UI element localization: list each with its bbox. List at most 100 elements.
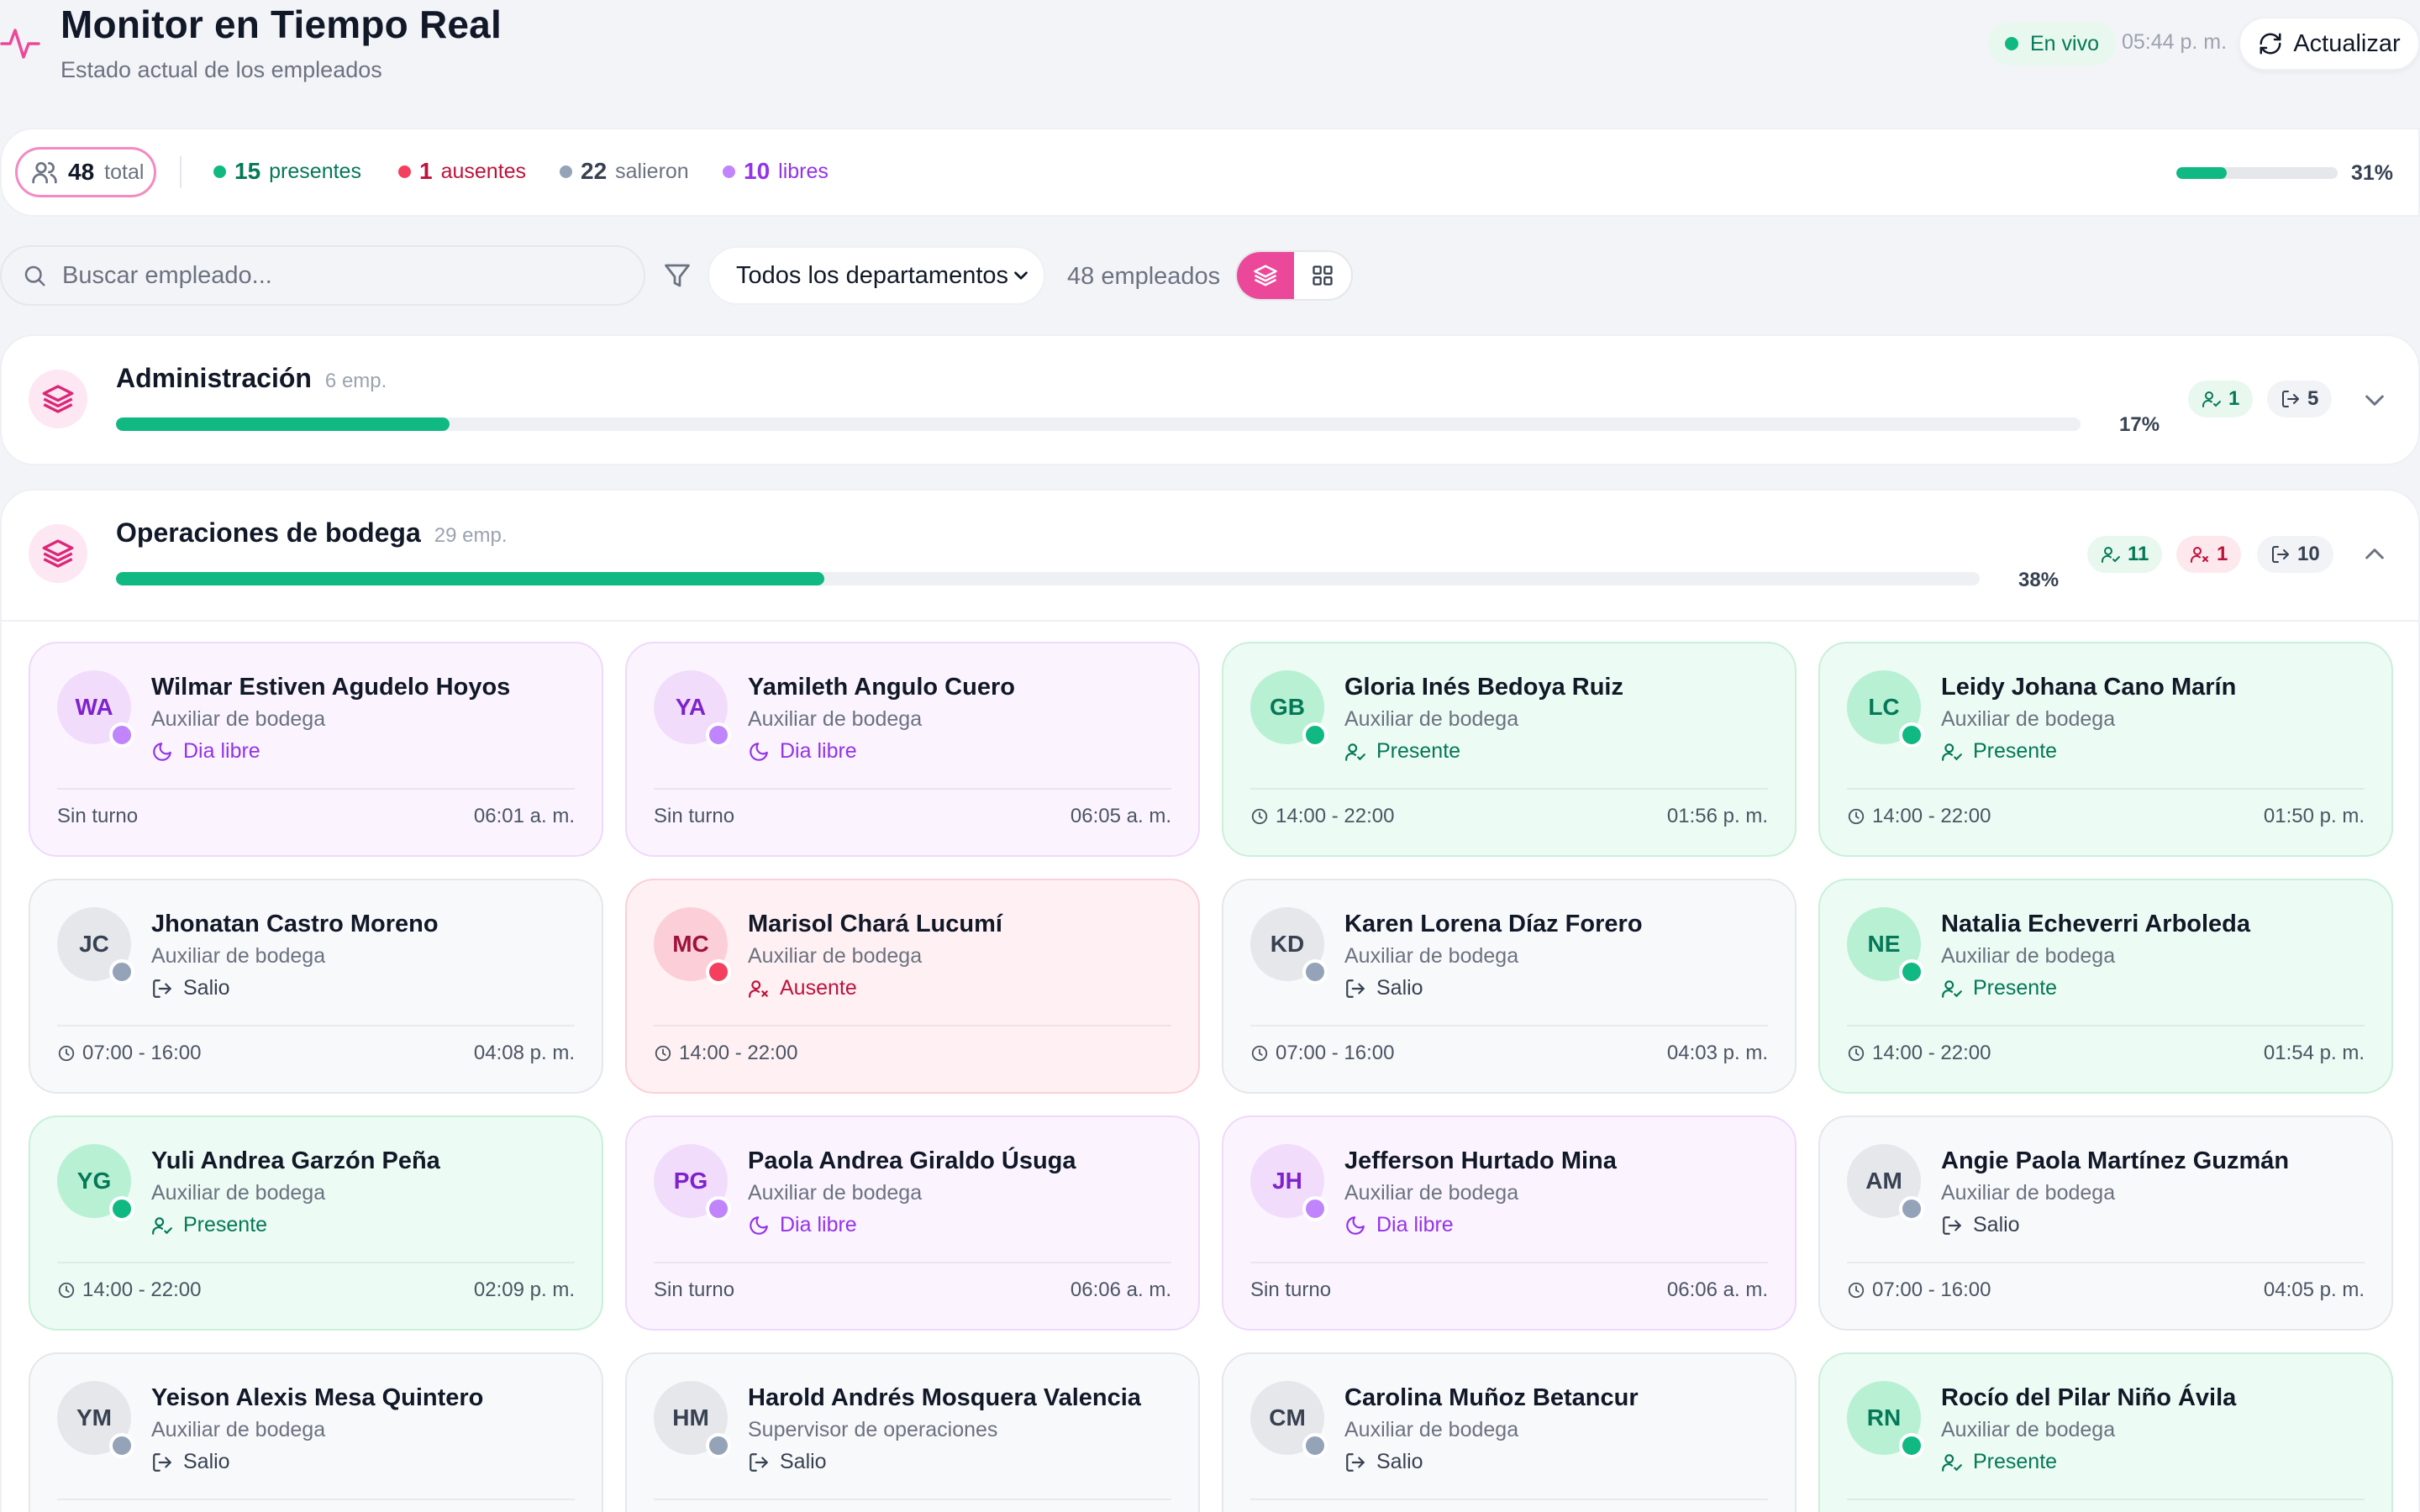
free-count: 10 [744,158,771,184]
stats-bar [0,128,2420,217]
clock-icon [1848,1045,1865,1062]
card-divider [1250,1262,1768,1263]
employee-card[interactable]: YA Yamileth Angulo Cuero Auxiliar de bodeg… [625,642,1200,857]
employee-shift-label: 14:00 - 22:00 [82,1278,202,1301]
present-label: presentes [269,159,361,183]
search-box[interactable] [0,245,645,306]
status-dot-icon [706,722,731,748]
left-label: salieron [615,159,689,183]
employee-shift: 07:00 - 16:00 [57,1042,201,1065]
department-progress-fill [116,572,824,585]
clock-icon [58,1282,75,1299]
avatar: JH [1250,1144,1324,1218]
left-stat[interactable]: 22 salieron [560,158,689,185]
view-toggle [1235,250,1353,301]
employee-name: Karen Lorena Díaz Forero [1344,911,1643,937]
employee-name: Angie Paola Martínez Guzmán [1941,1147,2290,1174]
avatar: MC [654,907,728,981]
employee-status-label: Dia libre [183,739,260,763]
employee-status-label: Dia libre [780,739,857,763]
employee-card[interactable]: NE Natalia Echeverri Arboleda Auxiliar de … [1818,879,2393,1094]
employee-role: Auxiliar de bodega [1344,1418,1519,1441]
employee-role: Auxiliar de bodega [1941,1418,2116,1441]
employee-role: Auxiliar de bodega [748,944,923,968]
employee-role: Supervisor de operaciones [748,1418,998,1441]
filter-icon[interactable] [662,260,692,291]
employee-card[interactable]: LC Leidy Johana Cano Marín Auxiliar de bod… [1818,642,2393,857]
user-check-icon [1942,1453,1962,1472]
card-divider [57,1025,575,1026]
status-dot-icon [1899,959,1924,984]
department-select[interactable]: Todos los departamentos [708,246,1045,305]
search-input[interactable] [62,261,608,290]
status-dot-icon [1302,1433,1328,1458]
employee-status-label: Dia libre [780,1213,857,1236]
employee-role: Auxiliar de bodega [151,707,326,731]
present-stat[interactable]: 15 presentes [213,158,361,185]
free-dot-icon [723,165,735,178]
department-name: Administración [116,363,312,393]
status-dot-icon [1302,722,1328,748]
free-stat[interactable]: 10 libres [723,158,829,185]
employee-role: Auxiliar de bodega [1344,707,1519,731]
grouped-view-button[interactable] [1237,252,1294,299]
employee-time: 06:01 a. m. [473,805,575,827]
absent-stat[interactable]: 1 ausentes [398,158,526,185]
employee-card[interactable]: RN Rocío del Pilar Niño Ávila Auxiliar de … [1818,1352,2393,1512]
employee-card[interactable]: CM Carolina Muñoz Betancur Auxiliar de bod… [1222,1352,1797,1512]
employee-shift: Sin turno [1250,1278,1331,1302]
department-header-admin[interactable]: Administración 6 emp. [116,363,387,394]
employee-card[interactable]: KD Karen Lorena Díaz Forero Auxiliar de bo… [1222,879,1797,1094]
refresh-button[interactable]: Actualizar [2238,17,2420,71]
employee-name: Harold Andrés Mosquera Valencia [748,1384,1141,1411]
employee-card[interactable]: JC Jhonatan Castro Moreno Auxiliar de bode… [29,879,603,1094]
employee-status-label: Presente [1973,739,2058,763]
department-select-value: Todos los departamentos [736,261,1009,289]
employee-role: Auxiliar de bodega [151,1418,326,1441]
employee-time: 01:56 p. m. [1666,805,1768,827]
department-icon-admin [29,370,87,428]
left-chip-count: 5 [2307,387,2319,410]
employee-card[interactable]: YG Yuli Andrea Garzón Peña Auxiliar de bod… [29,1116,603,1331]
total-stat[interactable]: 48 total [15,147,157,197]
department-header-ops[interactable]: Operaciones de bodega 29 emp. [116,517,507,549]
status-dot-icon [109,722,134,748]
department-section-admin [0,334,2420,465]
department-progress-admin [116,417,2081,431]
employee-shift: Sin turno [57,805,138,828]
employee-status: Dia libre [1344,1213,1454,1237]
status-dot-icon [109,1433,134,1458]
employee-status: Presente [1941,1450,2057,1474]
chevron-down-icon[interactable] [2361,386,2388,413]
employee-count: 48 empleados [1067,263,1221,290]
employee-card[interactable]: YM Yeison Alexis Mesa Quintero Auxiliar de… [29,1352,603,1512]
user-x-icon [2190,547,2208,563]
layers-icon [1254,265,1277,286]
card-divider [654,1499,1171,1500]
department-progress-ops [116,572,1980,585]
employee-card[interactable]: PG Paola Andrea Giraldo Úsuga Auxiliar de … [625,1116,1200,1331]
absent-count: 1 [419,158,433,184]
employee-card[interactable]: MC Marisol Chará Lucumí Auxiliar de bodega… [625,879,1200,1094]
card-divider [1250,1025,1768,1026]
free-label: libres [778,159,829,183]
employee-card[interactable]: JH Jefferson Hurtado Mina Auxiliar de bode… [1222,1116,1797,1331]
page-subtitle: Estado actual de los empleados [60,57,382,82]
status-dot-icon [1899,722,1924,748]
employee-status-label: Salio [183,1450,230,1473]
employee-card[interactable]: GB Gloria Inés Bedoya Ruiz Auxiliar de bod… [1222,642,1797,857]
present-chip-count: 1 [2228,387,2240,410]
employee-status-label: Salio [780,1450,827,1473]
employee-card[interactable]: AM Angie Paola Martínez Guzmán Auxiliar de… [1818,1116,2393,1331]
clock-icon [655,1045,671,1062]
employee-role: Auxiliar de bodega [748,1181,923,1205]
grid-view-button[interactable] [1294,252,1351,299]
live-label: En vivo [2030,31,2099,55]
employee-card[interactable]: WA Wilmar Estiven Agudelo Hoyos Auxiliar d… [29,642,603,857]
attendance-progress [2176,167,2338,179]
employee-card[interactable]: HM Harold Andrés Mosquera Valencia Supervi… [625,1352,1200,1512]
chevron-up-icon[interactable] [2361,541,2388,568]
employee-time: 01:50 p. m. [2263,805,2365,827]
employee-status-label: Presente [1376,739,1461,763]
refresh-label: Actualizar [2293,29,2401,57]
